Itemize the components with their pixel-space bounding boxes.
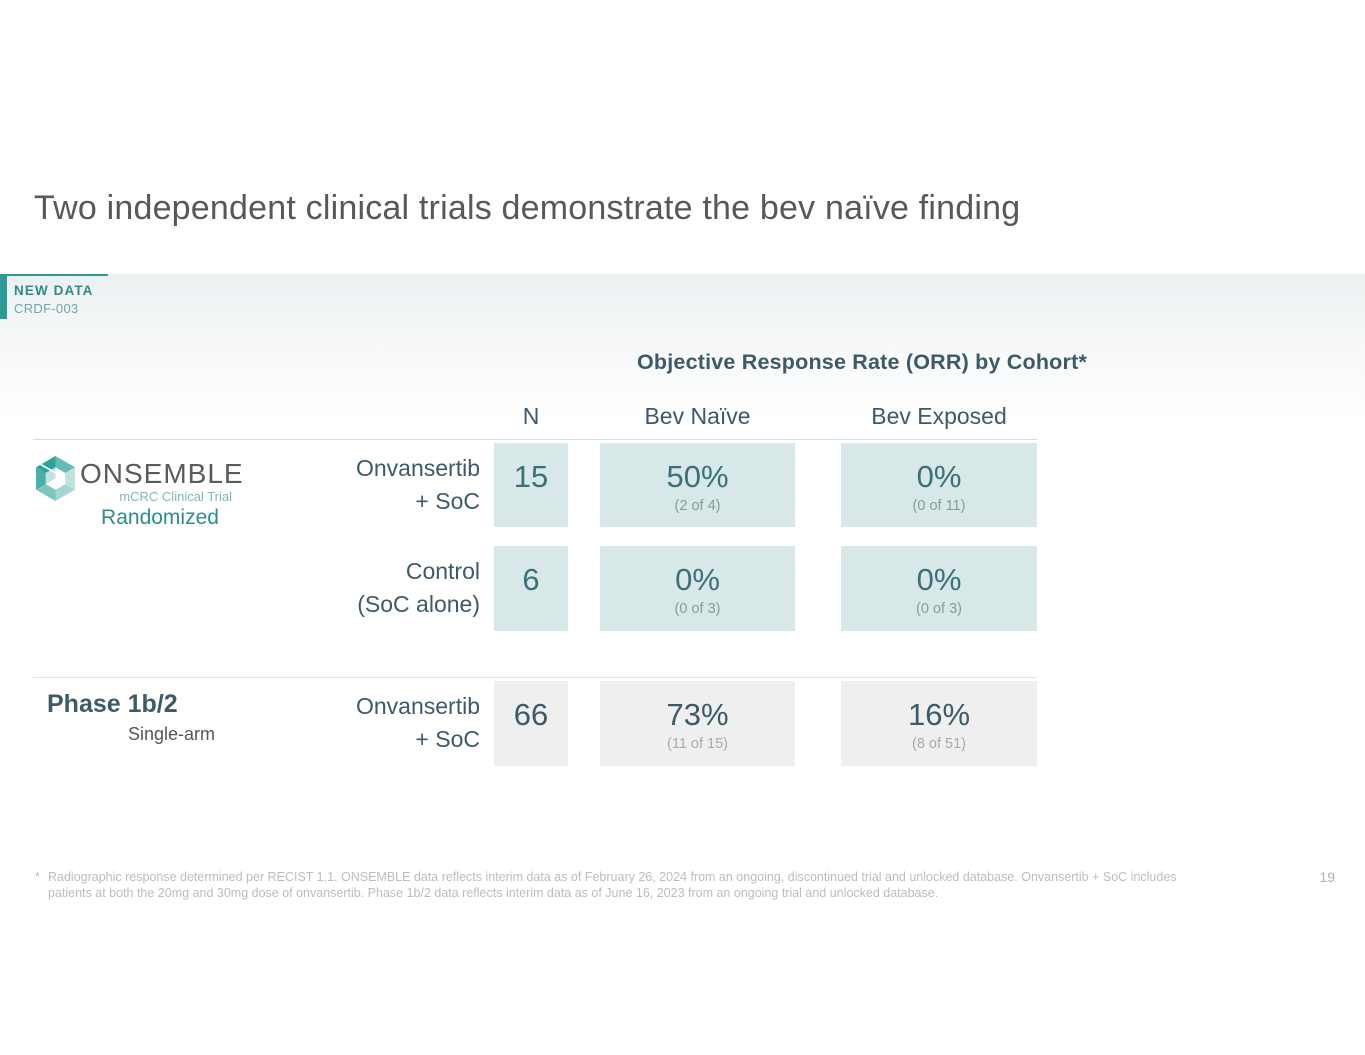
new-data-badge: NEW DATA [14, 283, 94, 298]
table-top-rule [33, 439, 1037, 440]
badge-top-line [7, 274, 108, 276]
cell-phase-bev-exposed: 16% (8 of 51) [841, 681, 1037, 766]
trial-id-label: CRDF-003 [14, 301, 79, 316]
orr-fraction: (0 of 3) [674, 601, 721, 617]
phase-block: Phase 1b/2 Single-arm [47, 690, 215, 746]
orr-percent: 73% [666, 697, 729, 732]
phase-title: Phase 1b/2 [47, 690, 178, 718]
orr-percent: 0% [675, 562, 720, 597]
arm-label-phase-onvansertib-soc: Onvansertib + SoC [250, 690, 480, 756]
n-value: 15 [513, 459, 549, 494]
column-header-bev-exposed: Bev Exposed [871, 403, 1007, 429]
cell-phase-bev-naive: 73% (11 of 15) [600, 681, 795, 766]
phase-separator-rule [33, 677, 1037, 678]
onsemble-logo-icon [36, 456, 75, 501]
onsemble-wordmark: ONSEMBLE [80, 458, 244, 489]
header-band [0, 274, 1365, 424]
badge-accent-bar [0, 274, 7, 319]
orr-percent: 50% [666, 459, 729, 494]
orr-fraction: (2 of 4) [674, 498, 721, 514]
cell-onsemble-control-n: 6 [494, 546, 568, 631]
cell-onsemble-onvansertib-n: 15 [494, 443, 568, 527]
orr-percent: 16% [907, 697, 971, 732]
cell-onsemble-onvansertib-bev-naive: 50% (2 of 4) [600, 443, 795, 527]
footnote-line2: patients at both the 20mg and 30mg dose … [48, 885, 939, 900]
cell-onsemble-control-bev-exposed: 0% (0 of 3) [841, 546, 1037, 631]
n-value: 6 [522, 562, 540, 597]
table-title: Objective Response Rate (ORR) by Cohort* [636, 350, 1088, 374]
orr-percent: 0% [916, 562, 962, 597]
slide-title: Two independent clinical trials demonstr… [34, 189, 1021, 227]
footnote-marker: * [35, 870, 40, 884]
arm-label-control: Control (SoC alone) [250, 555, 480, 621]
footnote-line1: Radiographic response determined per REC… [48, 870, 1177, 884]
orr-fraction: (11 of 15) [667, 736, 728, 752]
column-header-n: N [522, 403, 540, 429]
orr-fraction: (0 of 3) [916, 601, 962, 617]
orr-fraction: (0 of 11) [912, 498, 966, 514]
arm-label-line2: + SoC [415, 488, 480, 514]
arm-label-line2: + SoC [415, 726, 480, 752]
cell-onsemble-control-bev-naive: 0% (0 of 3) [600, 546, 795, 631]
phase-design-label: Single-arm [127, 724, 215, 744]
cell-phase-n: 66 [494, 681, 568, 766]
arm-label-line1: Onvansertib [355, 693, 480, 719]
orr-percent: 0% [916, 459, 962, 494]
n-value: 66 [513, 697, 549, 732]
column-header-bev-naive: Bev Naïve [644, 403, 751, 429]
footnote: Radiographic response determined per REC… [48, 870, 1218, 901]
page-number: 19 [1319, 869, 1335, 885]
onsemble-design-label: Randomized [101, 506, 219, 529]
arm-label-line2: (SoC alone) [357, 591, 480, 617]
arm-label-line1: Onvansertib [355, 455, 480, 481]
cell-onsemble-onvansertib-bev-exposed: 0% (0 of 11) [841, 443, 1037, 527]
orr-fraction: (8 of 51) [912, 736, 966, 752]
onsemble-tagline: mCRC Clinical Trial [119, 489, 232, 504]
arm-label-line1: Control [405, 558, 480, 584]
arm-label-onvansertib-soc: Onvansertib + SoC [250, 452, 480, 518]
